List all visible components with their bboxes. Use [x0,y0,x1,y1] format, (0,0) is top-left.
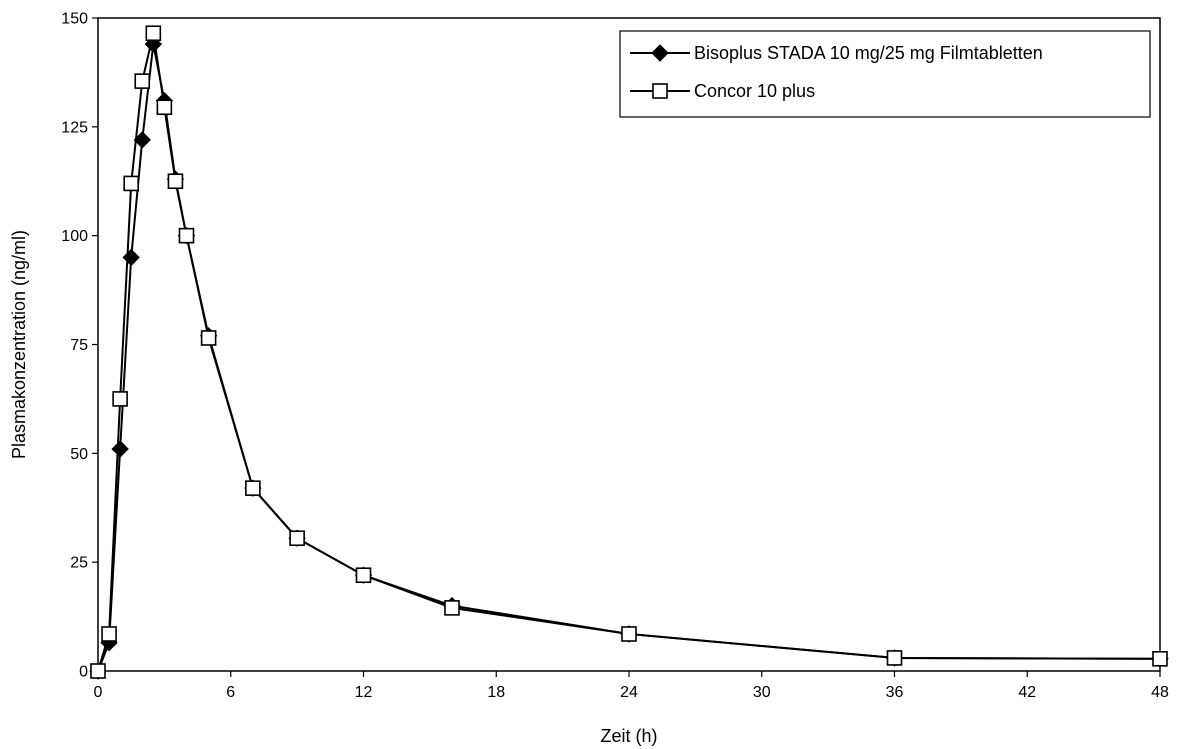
series-line [97,43,1161,672]
y-tick-label: 25 [70,555,88,572]
y-tick-label: 75 [70,337,88,354]
x-tick-label: 42 [1018,684,1036,701]
x-axis-title: Zeit (h) [600,726,657,746]
legend-item: Concor 10 plus [630,81,815,101]
legend-label: Concor 10 plus [694,81,815,101]
data-point [156,99,173,116]
data-point [1152,651,1168,667]
x-tick-label: 36 [886,684,904,701]
y-tick-label: 150 [61,11,88,28]
data-point [245,480,261,496]
data-point [134,73,151,89]
data-point [444,600,460,616]
y-tick-label: 50 [70,446,88,463]
legend-swatch-marker [652,83,668,99]
legend-swatch-marker [651,44,669,62]
data-point [145,25,162,42]
legend-item: Bisoplus STADA 10 mg/25 mg Filmtabletten [630,43,1043,63]
y-tick-label: 125 [61,119,88,136]
y-tick-label: 100 [61,228,88,245]
x-tick-label: 18 [487,684,505,701]
y-axis-title: Plasmakonzentration (ng/ml) [9,230,29,459]
y-axis-ticks: 0 25 50 75 100 125 150 [61,11,98,681]
data-point [112,391,128,407]
series-2 [90,25,1168,679]
x-axis-ticks: 0 6 12 18 24 30 36 42 48 [94,671,1169,701]
data-point [178,227,195,244]
y-tick-label: 0 [79,664,88,681]
series-1 [89,35,1169,680]
legend-box [619,30,1151,118]
x-tick-label: 0 [94,684,103,701]
legend-label: Bisoplus STADA 10 mg/25 mg Filmtabletten [694,43,1043,63]
series-line [97,33,1161,672]
x-tick-label: 24 [620,684,638,701]
data-point [289,530,305,547]
x-tick-label: 12 [355,684,373,701]
data-point [90,663,106,679]
data-point [200,330,217,346]
data-point [122,248,140,267]
legend: Bisoplus STADA 10 mg/25 mg Filmtabletten… [619,30,1151,118]
data-point [123,175,139,192]
x-tick-label: 48 [1151,684,1169,701]
data-point [167,173,184,190]
data-point [355,567,372,584]
data-point [101,626,117,642]
data-point [111,440,129,458]
data-point [621,626,637,642]
data-point [886,650,903,666]
x-tick-label: 30 [753,684,771,701]
series-layer [89,25,1169,680]
x-tick-label: 6 [226,684,235,701]
